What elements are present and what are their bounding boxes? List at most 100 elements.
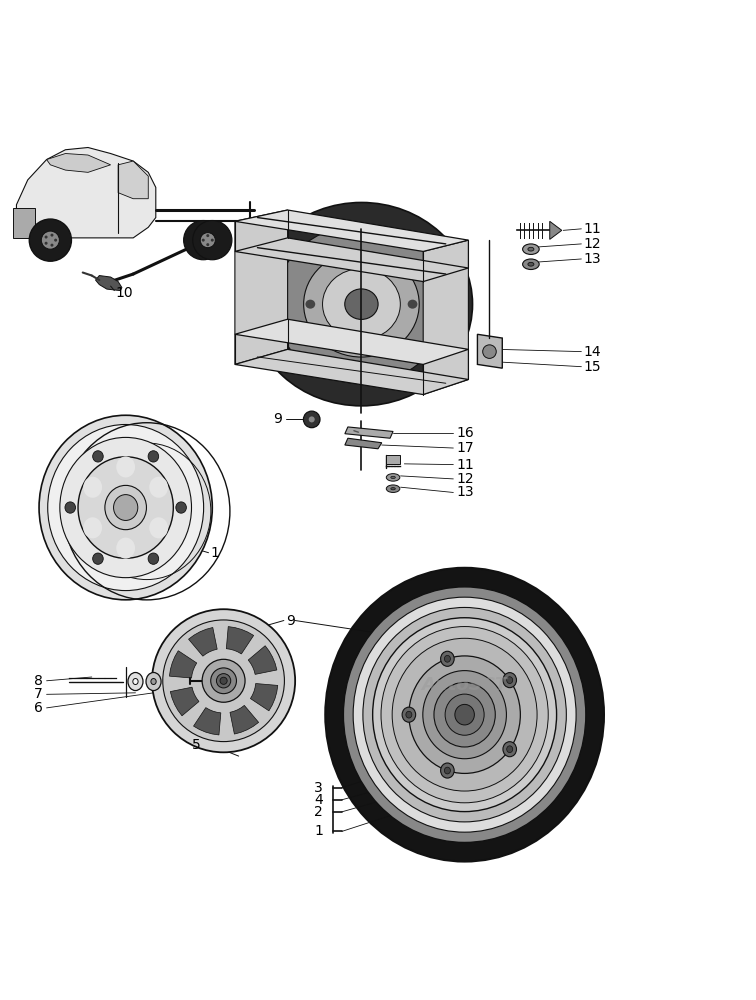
Text: 5: 5	[192, 738, 201, 752]
Text: 11: 11	[584, 222, 601, 236]
Polygon shape	[95, 276, 122, 291]
Ellipse shape	[441, 763, 454, 778]
Polygon shape	[17, 147, 156, 238]
Ellipse shape	[331, 259, 341, 268]
Text: 9: 9	[274, 412, 282, 426]
Circle shape	[45, 236, 48, 239]
Ellipse shape	[386, 474, 400, 481]
Text: 4: 4	[314, 793, 323, 807]
Ellipse shape	[331, 340, 341, 349]
Polygon shape	[235, 210, 287, 364]
Circle shape	[51, 234, 54, 237]
Ellipse shape	[274, 225, 448, 383]
Text: 16: 16	[457, 426, 474, 440]
Polygon shape	[235, 210, 469, 251]
Ellipse shape	[503, 673, 516, 688]
Ellipse shape	[60, 437, 191, 578]
Circle shape	[29, 219, 71, 261]
Text: 8: 8	[34, 674, 43, 688]
Text: 17: 17	[457, 441, 474, 455]
Text: AutoSCT: AutoSCT	[422, 676, 508, 694]
Ellipse shape	[176, 502, 187, 513]
Ellipse shape	[133, 679, 138, 685]
Ellipse shape	[116, 538, 135, 559]
Ellipse shape	[455, 704, 474, 725]
Ellipse shape	[391, 476, 395, 479]
Ellipse shape	[105, 485, 147, 530]
Ellipse shape	[381, 627, 548, 803]
Ellipse shape	[325, 568, 604, 862]
Ellipse shape	[392, 638, 537, 791]
Circle shape	[211, 239, 214, 242]
Text: 13: 13	[584, 252, 601, 266]
Text: 15: 15	[584, 360, 601, 374]
Ellipse shape	[148, 553, 159, 564]
Circle shape	[202, 239, 205, 242]
Ellipse shape	[407, 300, 417, 309]
Ellipse shape	[323, 269, 401, 340]
Ellipse shape	[507, 746, 513, 753]
Ellipse shape	[113, 495, 138, 520]
Ellipse shape	[409, 656, 520, 773]
Polygon shape	[345, 438, 382, 449]
Ellipse shape	[528, 247, 534, 251]
Circle shape	[42, 231, 60, 249]
Polygon shape	[230, 705, 259, 734]
Circle shape	[184, 221, 223, 260]
Ellipse shape	[406, 711, 412, 718]
Ellipse shape	[373, 618, 556, 812]
Circle shape	[193, 221, 232, 260]
Text: 12: 12	[457, 472, 474, 486]
Ellipse shape	[116, 456, 135, 477]
Ellipse shape	[391, 488, 395, 490]
Polygon shape	[47, 154, 110, 172]
Circle shape	[220, 677, 227, 684]
Ellipse shape	[65, 502, 76, 513]
Ellipse shape	[402, 707, 416, 722]
Circle shape	[152, 609, 295, 752]
Ellipse shape	[445, 694, 484, 735]
Polygon shape	[250, 684, 277, 711]
Bar	[13, 208, 36, 238]
Ellipse shape	[386, 485, 400, 492]
Ellipse shape	[345, 289, 378, 319]
Ellipse shape	[482, 345, 496, 358]
Ellipse shape	[149, 477, 168, 498]
Ellipse shape	[151, 679, 156, 685]
Polygon shape	[169, 651, 197, 678]
Ellipse shape	[39, 415, 212, 600]
Polygon shape	[235, 319, 469, 364]
Ellipse shape	[304, 251, 419, 357]
Ellipse shape	[382, 340, 392, 349]
Text: 14: 14	[584, 345, 601, 359]
Polygon shape	[226, 627, 253, 654]
Ellipse shape	[343, 587, 586, 842]
Bar	[386, 455, 400, 464]
Ellipse shape	[128, 672, 143, 691]
Ellipse shape	[93, 553, 104, 564]
Text: 13: 13	[457, 485, 474, 499]
Polygon shape	[170, 687, 199, 716]
Circle shape	[216, 674, 231, 688]
Ellipse shape	[445, 655, 451, 662]
Ellipse shape	[528, 262, 534, 266]
Circle shape	[206, 234, 209, 237]
Circle shape	[51, 244, 54, 247]
Ellipse shape	[148, 451, 159, 462]
Polygon shape	[194, 708, 221, 735]
Polygon shape	[248, 646, 277, 674]
Circle shape	[163, 620, 284, 742]
Ellipse shape	[353, 597, 576, 832]
Text: 12: 12	[584, 237, 601, 251]
Ellipse shape	[423, 671, 507, 759]
Polygon shape	[550, 221, 562, 239]
Polygon shape	[235, 349, 469, 395]
Circle shape	[308, 416, 314, 422]
Ellipse shape	[445, 767, 451, 774]
Text: 9: 9	[286, 614, 295, 628]
Ellipse shape	[83, 517, 102, 538]
Text: 1: 1	[211, 546, 220, 560]
Ellipse shape	[305, 300, 315, 309]
Ellipse shape	[78, 457, 173, 558]
Text: 2: 2	[314, 805, 323, 819]
